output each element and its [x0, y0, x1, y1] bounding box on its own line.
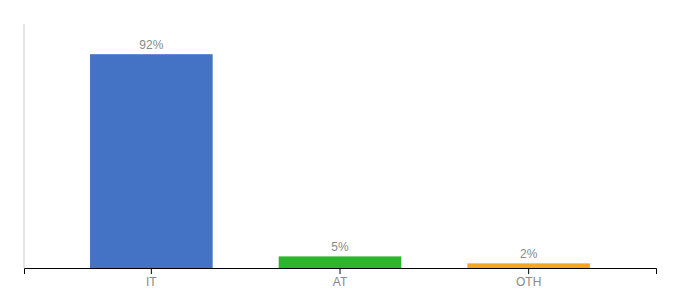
x-tick-label: IT — [146, 275, 157, 289]
y-axis-line — [24, 24, 25, 268]
plot: 92% 5% 2% IT AT OTH — [24, 24, 657, 289]
x-tick: AT — [333, 268, 348, 289]
x-axis-line — [25, 269, 657, 275]
bar — [467, 263, 590, 268]
x-tick: OTH — [516, 268, 541, 289]
x-tick-mark — [528, 268, 529, 274]
x-tick-mark — [340, 268, 341, 274]
x-axis: IT AT OTH — [25, 268, 657, 289]
data-label: 92% — [139, 38, 163, 52]
data-label: 5% — [331, 240, 349, 254]
data-labels: 92% 5% 2% — [139, 38, 537, 261]
bar — [279, 256, 402, 268]
x-tick-mark — [151, 268, 152, 274]
bars — [90, 54, 590, 268]
data-label: 2% — [520, 247, 538, 261]
x-tick-label: AT — [333, 275, 348, 289]
x-tick-label: OTH — [516, 275, 541, 289]
x-tick: IT — [146, 268, 157, 289]
bar — [90, 54, 213, 268]
chart: 92% 5% 2% IT AT OTH — [0, 0, 680, 300]
